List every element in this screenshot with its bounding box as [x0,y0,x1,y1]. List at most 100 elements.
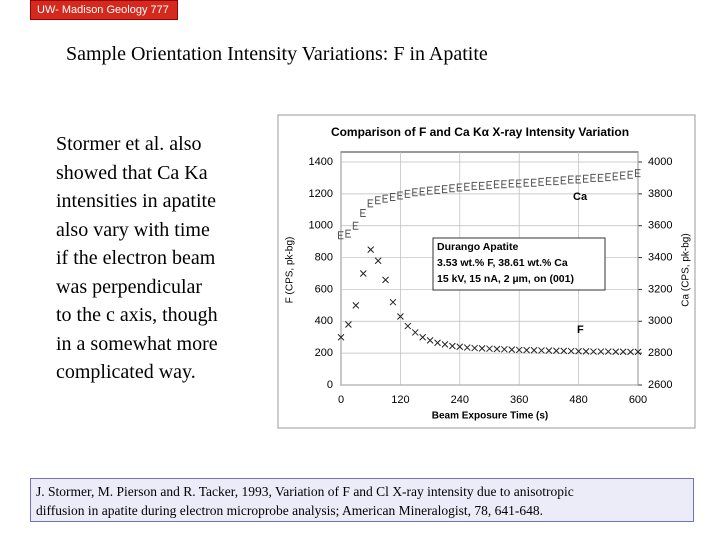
point [471,181,478,190]
point [367,246,375,253]
slide-title: Sample Orientation Intensity Variations:… [66,43,488,65]
point [531,178,537,187]
body-line: in a somewhat more [56,332,218,355]
point [575,175,582,184]
y-tick-label: 0 [327,379,333,391]
body-line: to the c axis, though [56,304,218,326]
point [427,186,433,195]
point [404,189,411,198]
point [604,348,612,355]
point [523,346,530,354]
x-tick-label: 600 [629,394,647,406]
y-tick-label: 1000 [309,220,333,232]
point [627,348,634,356]
point [590,173,596,182]
chart-title: Comparison of F and Ca Kα X-ray Intensit… [331,125,629,139]
y2-tick-label: 4000 [648,156,672,168]
annotation-line: 15 kV, 15 nA, 2 µm, on (001) [437,273,574,285]
citation-line: diffusion in apatite during electron mic… [36,503,544,518]
point [359,270,367,277]
point [508,179,515,188]
point [515,346,523,354]
point [612,348,620,356]
point [552,347,560,355]
point [501,180,507,189]
y2-tick-label: 3200 [648,283,672,295]
point [567,347,575,355]
point [530,346,538,354]
point [575,347,582,355]
point [463,344,471,351]
point [597,348,605,355]
point [404,322,412,330]
point [471,344,479,352]
x-tick-label: 0 [338,394,344,406]
point [367,199,374,208]
body-line: if the electron beam [56,247,216,269]
y-axis-label: F (CPS, pk-bg) [285,237,296,304]
series-label: F [577,324,584,336]
point [478,345,486,352]
point [338,231,344,240]
point [397,313,404,320]
x-tick-label: 120 [391,394,409,406]
point [434,339,441,347]
point [397,191,403,200]
point [449,184,455,193]
point [582,348,590,355]
point [560,347,568,355]
point [411,329,419,336]
point [456,183,463,192]
y-tick-label: 600 [315,283,333,295]
point [456,343,464,351]
point [619,348,627,356]
badge: UW- Madison Geology 777 [30,0,178,20]
point [375,196,381,205]
point [486,345,493,353]
point [545,347,553,354]
point [464,182,470,191]
point [627,170,634,179]
point [441,341,449,348]
y-tick-label: 800 [315,251,333,263]
point [583,174,589,183]
x-tick-label: 240 [451,394,469,406]
point [382,194,389,203]
point [553,177,559,186]
point [523,178,530,187]
point [449,342,456,350]
citation: J. Stormer, M. Pierson and R. Tacker, 19… [30,478,694,522]
y2-tick-label: 2800 [648,347,672,359]
x-tick-label: 480 [569,394,587,406]
point [389,193,396,202]
point [337,333,345,341]
point [508,346,516,353]
annotation-line: Durango Apatite [437,241,518,253]
point [590,348,597,355]
point [419,187,426,196]
body-line: Stormer et al. also [56,133,202,155]
point [345,321,352,328]
point [374,257,382,265]
x-tick-label: 360 [510,394,528,406]
point [538,177,544,186]
y2-tick-label: 2600 [648,379,672,391]
citation-line: J. Stormer, M. Pierson and R. Tacker, 19… [36,484,574,499]
y2-tick-label: 3000 [648,315,672,327]
body-line: complicated way. [56,361,196,383]
point [441,185,448,194]
body-line: showed that Ca Ka [56,161,208,184]
point [620,171,626,180]
point [419,333,427,341]
point [635,169,641,178]
point [486,181,492,190]
point [597,173,604,182]
point [345,229,351,238]
point [545,177,552,186]
y-tick-label: 1200 [309,188,333,200]
point [516,179,522,188]
x-axis-label: Beam Exposure Time (s) [432,411,549,422]
body-line: was perpendicular [56,275,203,298]
